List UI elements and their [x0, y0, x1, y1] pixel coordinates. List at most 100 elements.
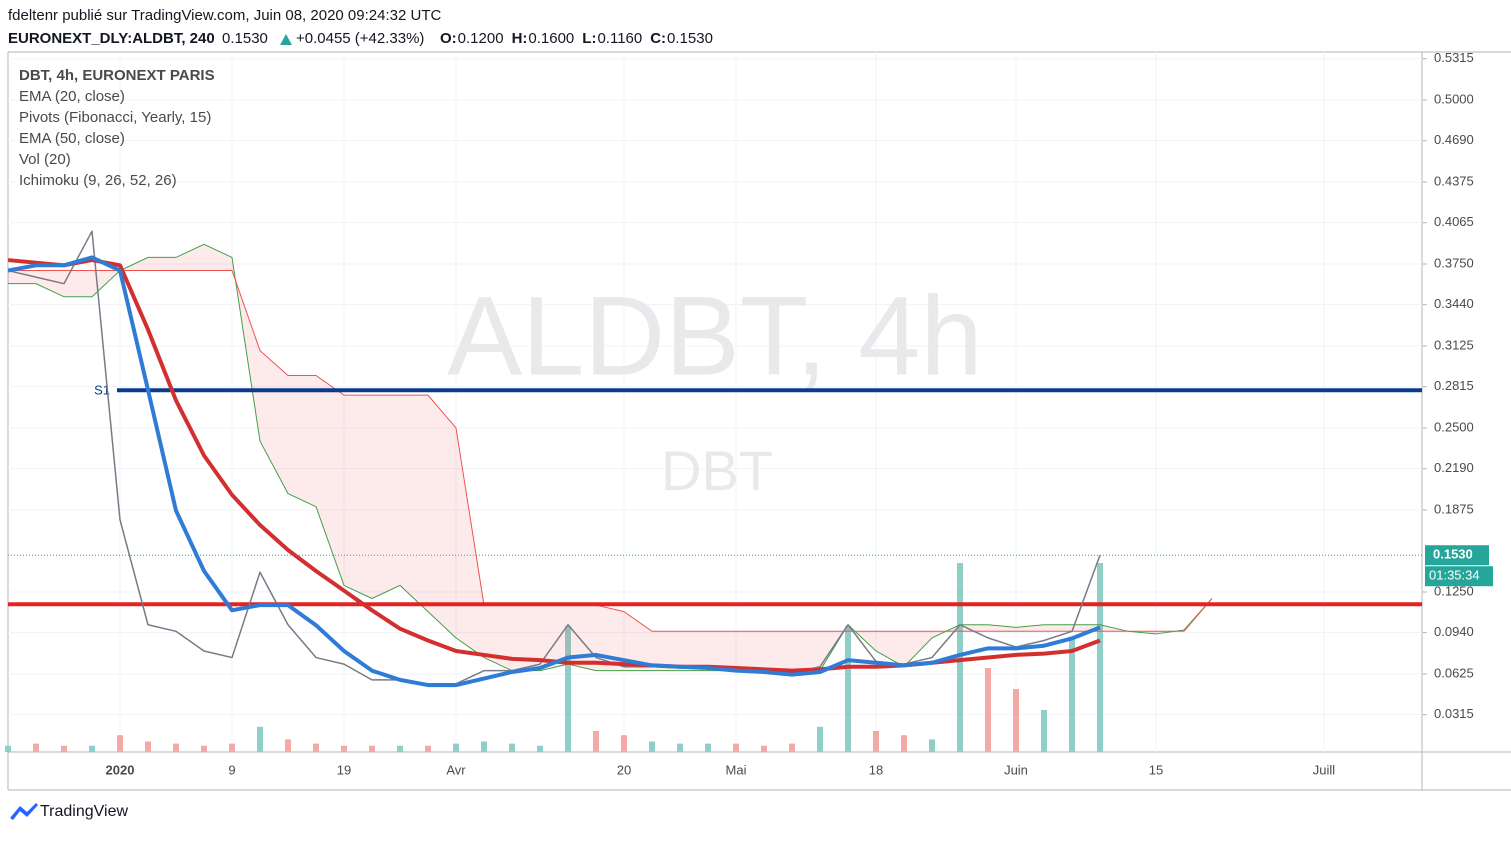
last-price: 0.1530 — [222, 30, 268, 47]
volume-bar — [89, 745, 95, 752]
volume-bar — [873, 731, 879, 752]
ohlc-key: H: — [512, 30, 528, 47]
volume-bar — [621, 735, 627, 752]
volume-bar — [397, 745, 403, 752]
volume-bar — [957, 563, 963, 752]
y-tick-label: 0.3750 — [1434, 255, 1474, 270]
y-tick-label: 0.1875 — [1434, 501, 1474, 516]
y-tick-label: 0.5000 — [1434, 91, 1474, 106]
volume-bar — [1097, 563, 1103, 752]
countdown-tag — [1425, 566, 1493, 587]
volume-bar — [537, 745, 543, 752]
volume-bar — [173, 743, 179, 752]
x-tick-label: Juill — [1313, 762, 1336, 777]
legend-item: EMA (20, close) — [19, 88, 125, 105]
symbol: EURONEXT_DLY:ALDBT, 240 — [8, 30, 215, 47]
volume-bar — [677, 743, 683, 752]
symbol-line: EURONEXT_DLY:ALDBT, 240 0.1530 +0.0455 (… — [8, 30, 713, 47]
grid: 0.5315 0.5000 0.4690 0.4375 0.4065 0.3750 0.34… — [8, 50, 1474, 777]
y-tick-label: 0.5315 — [1434, 50, 1474, 65]
volume-bar — [789, 743, 795, 752]
volume-bar — [5, 745, 11, 752]
change: +0.0455 (+42.33%) — [296, 30, 424, 47]
series-line — [7, 230, 1101, 685]
volume-bar — [313, 743, 319, 752]
y-tick-label: 0.4375 — [1434, 173, 1474, 188]
logo-icon — [10, 803, 38, 820]
x-tick-label: 2020 — [106, 762, 135, 777]
volume-bar — [481, 741, 487, 752]
volume-bar — [341, 745, 347, 752]
ohlc-key: O: — [440, 30, 457, 47]
volume-bar — [565, 626, 571, 752]
plot: S1 0.1530 01:35:34 — [5, 230, 1493, 752]
watermark: ALDBT, 4h — [447, 274, 982, 399]
y-tick-label: 0.0940 — [1434, 624, 1474, 639]
volume-bar — [33, 743, 39, 752]
volume-bar — [733, 743, 739, 752]
countdown-label: 01:35:34 — [1429, 568, 1480, 583]
y-tick-label: 0.0625 — [1434, 665, 1474, 680]
y-tick-label: 0.2815 — [1434, 378, 1474, 393]
brand: TradingView — [40, 803, 128, 820]
y-tick-label: 0.2500 — [1434, 419, 1474, 434]
ohlc-value: 0.1600 — [528, 30, 574, 47]
span-a — [8, 243, 1213, 672]
volume-bar — [1013, 689, 1019, 752]
logo: TradingView — [10, 803, 128, 820]
y-tick-label: 0.1250 — [1434, 583, 1474, 598]
volume-bar — [705, 743, 711, 752]
author-line: fdeltenr publié sur TradingView.com, Jui… — [8, 7, 441, 24]
volume-bar — [201, 745, 207, 752]
x-tick-label: 9 — [228, 762, 235, 777]
legend-item: Pivots (Fibonacci, Yearly, 15) — [19, 109, 211, 126]
volume-bar — [845, 626, 851, 752]
volume-bar — [929, 739, 935, 752]
up-arrow — [280, 34, 292, 45]
volume-bar — [145, 741, 151, 752]
ohlc-value: 0.1200 — [458, 30, 504, 47]
x-tick-label: Mai — [726, 762, 747, 777]
span-b — [8, 270, 1213, 632]
y-tick-label: 0.0315 — [1434, 706, 1474, 721]
ohlc-key: C: — [650, 30, 666, 47]
x-tick-label: Avr — [446, 762, 466, 777]
y-tick-label: 0.3440 — [1434, 296, 1474, 311]
volume-bar — [985, 668, 991, 752]
ohlc-value: 0.1160 — [597, 30, 642, 47]
ohlc-key: L: — [582, 30, 596, 47]
volume-bar — [369, 745, 375, 752]
series-line — [7, 255, 1101, 688]
y-tick-label: 0.4690 — [1434, 132, 1474, 147]
y-tick-label: 0.4065 — [1434, 214, 1474, 229]
volume-bar — [117, 735, 123, 752]
volume-bar — [817, 726, 823, 752]
volume-bar — [229, 743, 235, 752]
legend-item: EMA (50, close) — [19, 130, 125, 147]
price-tag-label: 0.1530 — [1433, 547, 1473, 562]
volume-bar — [761, 745, 767, 752]
volume-bar — [593, 731, 599, 752]
cloud-fill — [8, 244, 1212, 671]
volume-bar — [425, 745, 431, 752]
y-tick-label: 0.2190 — [1434, 460, 1474, 475]
legend-item: Ichimoku (9, 26, 52, 26) — [19, 172, 177, 189]
volume-bar — [649, 741, 655, 752]
volume-bar — [61, 745, 67, 752]
y-tick-label: 0.3125 — [1434, 337, 1474, 352]
volume-bar — [285, 739, 291, 752]
x-tick-label: Juin — [1004, 762, 1028, 777]
x-tick-label: 19 — [337, 762, 351, 777]
legend-main: DBT, 4h, EURONEXT PARIS — [19, 67, 215, 84]
volume-bar — [509, 743, 515, 752]
volume-bar — [1069, 636, 1075, 752]
watermark-sub: DBT — [661, 439, 773, 502]
volume-bar — [257, 726, 263, 752]
level-label: S1 — [94, 383, 110, 398]
x-tick-label: 15 — [1149, 762, 1163, 777]
x-tick-label: 20 — [617, 762, 631, 777]
x-tick-label: 18 — [869, 762, 883, 777]
